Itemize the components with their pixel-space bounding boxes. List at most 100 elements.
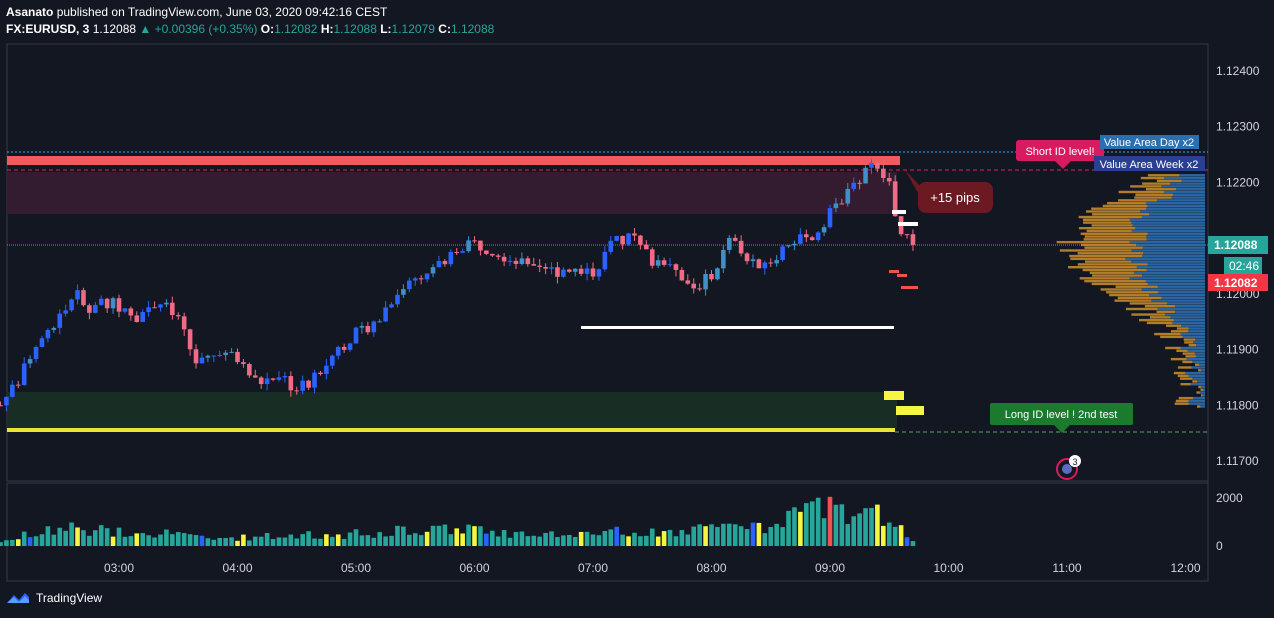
profile-bar-down — [1194, 363, 1200, 366]
volume-bar — [644, 535, 649, 546]
tradingview-footer[interactable]: TradingView — [6, 591, 102, 605]
profile-bar-up — [1171, 196, 1205, 199]
volume-bar — [33, 536, 39, 546]
profile-bar-up — [1135, 227, 1205, 230]
low-value: 1.12079 — [391, 22, 435, 36]
volume-bar — [436, 525, 442, 546]
candle-body — [264, 378, 270, 385]
profile-bar-down — [1084, 235, 1147, 238]
profile-bar-down — [1114, 299, 1152, 302]
marker-block — [896, 406, 924, 415]
volume-bar — [792, 507, 797, 546]
candle-body — [661, 260, 667, 265]
volume-bar — [98, 525, 104, 546]
profile-bar-down — [1192, 380, 1198, 383]
profile-bar-up — [1146, 268, 1205, 272]
profile-bar-up — [1142, 274, 1205, 277]
profile-bar-up — [1161, 185, 1205, 188]
volume-bar — [312, 538, 317, 546]
profile-bar-up — [1188, 330, 1205, 333]
profile-bar-down — [1085, 210, 1141, 213]
candle-body — [881, 168, 886, 178]
profile-bar-down — [1077, 263, 1148, 266]
profile-bar-down — [1140, 176, 1165, 180]
volume-bar — [199, 535, 205, 546]
candle-body — [857, 182, 862, 184]
volume-bar — [442, 524, 448, 546]
profile-bar-down — [1107, 201, 1146, 205]
profile-bar-up — [1200, 369, 1205, 372]
candle-body — [401, 289, 406, 295]
volume-bar — [531, 535, 537, 546]
candle-body — [904, 234, 910, 236]
profile-bar-up — [1165, 313, 1205, 316]
price-tick-label: 1.12400 — [1216, 64, 1260, 78]
profile-bar-up — [1199, 391, 1205, 394]
event-badge[interactable]: 3 — [1056, 455, 1081, 480]
short-id-callout[interactable]: Short ID level! — [1016, 140, 1104, 169]
candle-body — [679, 269, 685, 281]
pips-callout[interactable]: +15 pips — [905, 170, 993, 213]
profile-bar-up — [1146, 207, 1205, 210]
volume-bar — [15, 539, 21, 546]
profile-bar-down — [1100, 288, 1142, 291]
close-value: 1.12088 — [450, 22, 495, 36]
candle-body — [460, 251, 465, 253]
value-area-day-callout[interactable]: Value Area Day x2 — [1100, 135, 1199, 149]
high-label: H: — [320, 22, 334, 36]
volume-bar — [857, 513, 862, 546]
profile-bar-up — [1136, 243, 1205, 247]
long-id-callout[interactable]: Long ID level ! 2nd test — [990, 403, 1133, 433]
volume-bar — [193, 535, 199, 546]
volume-bar — [258, 536, 264, 546]
volume-bar — [697, 524, 702, 546]
profile-bar-up — [1202, 388, 1205, 391]
volume-bar — [584, 531, 590, 546]
candle-body — [798, 234, 803, 244]
candle-body — [638, 235, 643, 245]
volume-bar — [501, 530, 507, 546]
volume-bar — [187, 534, 193, 546]
volume-bar — [786, 510, 791, 546]
candle-body — [324, 365, 329, 375]
candle-body — [430, 267, 436, 274]
volume-bar — [780, 527, 785, 546]
profile-bar-up — [1158, 291, 1205, 294]
volume-bar — [602, 530, 608, 546]
profile-bar-up — [1147, 263, 1205, 266]
time-tick-label: 09:00 — [815, 561, 845, 575]
profile-bar-up — [1149, 293, 1205, 297]
candle-body — [750, 259, 756, 262]
profile-bar-down — [1201, 394, 1203, 397]
profile-bar-down — [1177, 374, 1189, 378]
candle-body — [116, 298, 122, 312]
profile-bar-down — [1185, 355, 1196, 358]
open-label: O: — [260, 22, 275, 36]
candle-body — [644, 244, 649, 250]
candle-body — [365, 326, 371, 333]
profile-bar-up — [1200, 385, 1205, 389]
white-reference-line — [581, 326, 894, 329]
candle-body — [45, 329, 51, 339]
profile-bar-down — [1067, 266, 1137, 269]
candle-body — [821, 227, 827, 233]
candle-body — [519, 258, 525, 264]
volume-bar — [768, 526, 774, 546]
volume-bar — [821, 518, 827, 546]
volume-bar — [75, 527, 80, 546]
candle-body — [507, 260, 513, 262]
volume-bar — [401, 526, 406, 546]
volume-bar — [655, 536, 661, 546]
candle-body — [15, 384, 21, 386]
profile-bar-up — [1188, 402, 1205, 405]
candle-body — [709, 273, 714, 280]
chart-publish-info: Asanato published on TradingView.com, Ju… — [6, 5, 387, 19]
volume-bar — [798, 511, 803, 546]
profile-bar-up — [1195, 338, 1205, 341]
time-tick-label: 03:00 — [104, 561, 134, 575]
price-tick-label: 1.11700 — [1216, 454, 1259, 468]
value-area-week-callout[interactable]: Value Area Week x2 — [1094, 156, 1205, 171]
profile-bar-down — [1082, 218, 1130, 222]
volume-bar — [827, 496, 833, 546]
